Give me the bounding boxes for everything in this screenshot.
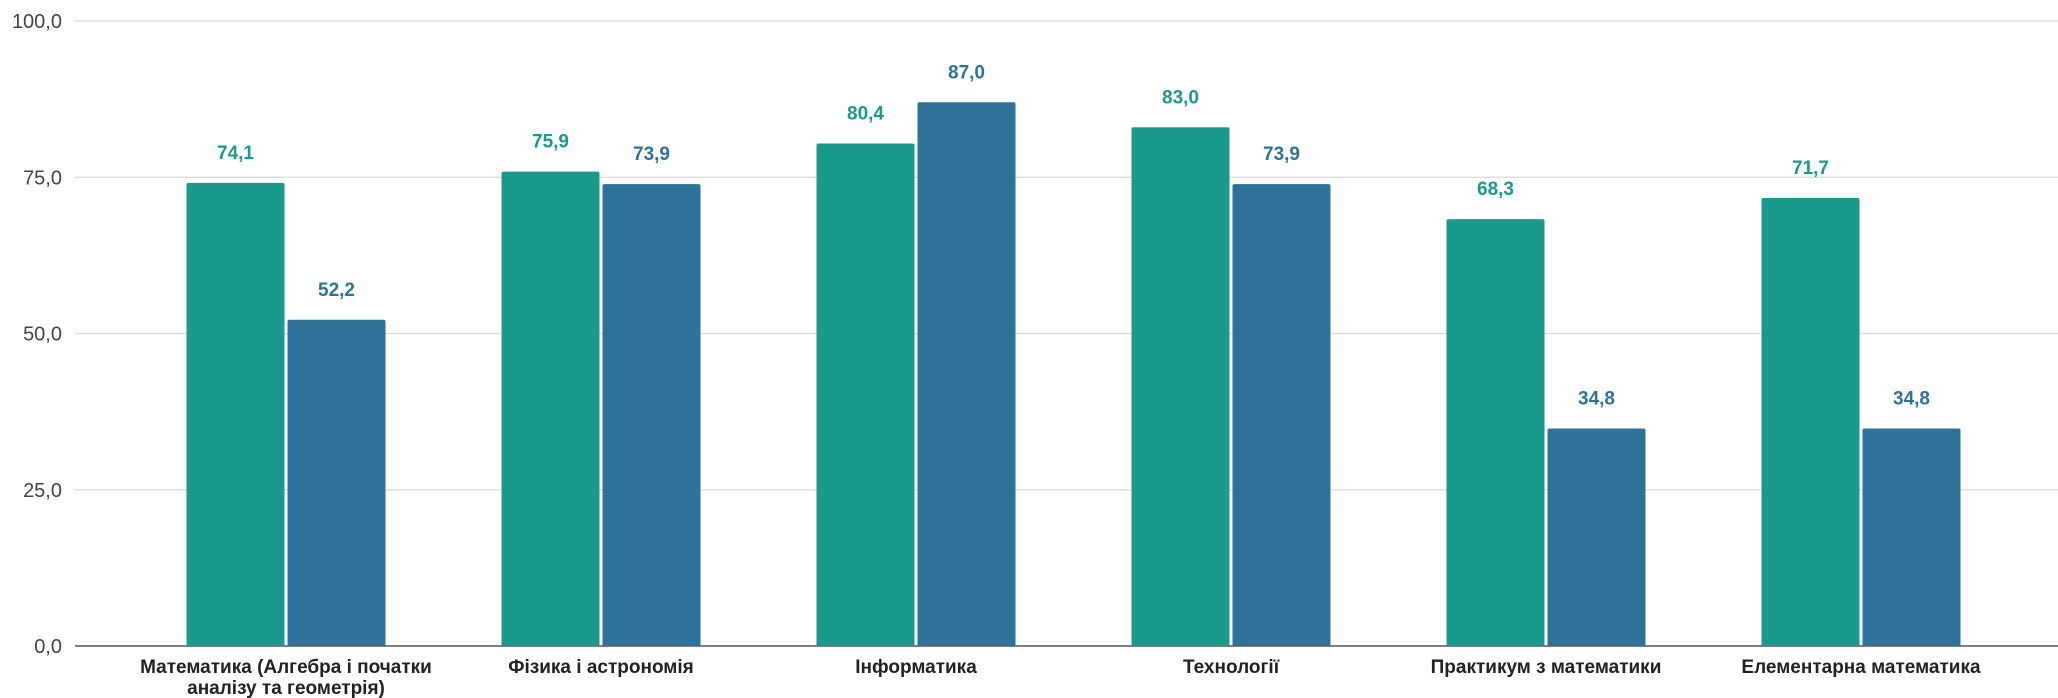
- bar: [816, 143, 915, 646]
- y-axis: 0,0 25,0 50,0 75,0 100,0: [12, 11, 62, 658]
- bar: [287, 319, 386, 646]
- bars: [186, 102, 1961, 646]
- data-label: 73,9: [1263, 144, 1300, 165]
- data-label: 80,4: [847, 104, 884, 125]
- data-label: 34,8: [1578, 389, 1615, 410]
- bar: [1232, 184, 1331, 646]
- x-tick-label: Фізика і астрономія: [508, 657, 693, 678]
- x-tick-label: Практикум з математики: [1431, 657, 1662, 678]
- data-label: 71,7: [1792, 158, 1829, 179]
- data-label: 74,1: [217, 143, 254, 164]
- x-tick-label: Технології: [1183, 657, 1280, 678]
- bar: [1862, 428, 1961, 646]
- data-label: 73,9: [633, 144, 670, 165]
- data-label: 68,3: [1477, 179, 1514, 200]
- bar: [602, 184, 701, 646]
- bar: [1131, 127, 1230, 646]
- data-label: 34,8: [1893, 389, 1930, 410]
- data-label: 75,9: [532, 132, 569, 153]
- x-tick-label: Математика (Алгебра і початки аналізу та …: [140, 657, 432, 698]
- y-tick-label: 25,0: [23, 480, 62, 502]
- bar: [917, 102, 1016, 646]
- data-labels: 74,1 52,2 75,9 73,9 80,4 87,0 83,0 73,9 68,3 34,8…: [217, 62, 1930, 409]
- bar: [501, 171, 600, 646]
- bar: [186, 182, 285, 646]
- bar: [1761, 197, 1860, 646]
- y-tick-label: 0,0: [34, 636, 62, 658]
- data-label: 52,2: [318, 280, 355, 301]
- x-tick-label: Елементарна математика: [1741, 657, 1981, 678]
- x-axis: Математика (Алгебра і початки аналізу та …: [140, 657, 1981, 698]
- x-tick-label: Інформатика: [855, 657, 977, 678]
- bar: [1547, 428, 1646, 646]
- gridlines: [75, 20, 2058, 647]
- y-tick-label: 75,0: [23, 167, 62, 189]
- bar: [1446, 219, 1545, 646]
- y-tick-label: 100,0: [12, 11, 62, 33]
- data-label: 87,0: [948, 62, 985, 83]
- y-tick-label: 50,0: [23, 324, 62, 346]
- data-label: 83,0: [1162, 87, 1199, 108]
